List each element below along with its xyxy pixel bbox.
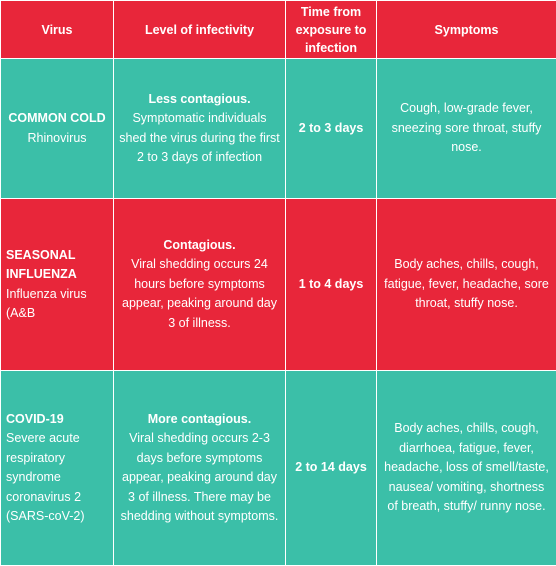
time-cell: 2 to 3 days <box>286 59 377 199</box>
virus-title: COVID-19 <box>6 410 108 430</box>
infectivity-cell: More contagious.Viral shedding occurs 2-… <box>114 371 286 566</box>
header-row: Virus Level of infectivity Time from exp… <box>1 1 556 59</box>
infectivity-text: Symptomatic individuals shed the virus d… <box>119 111 280 164</box>
header-cell: Symptoms <box>377 1 556 59</box>
header-cell: Level of infectivity <box>114 1 286 59</box>
virus-text: Influenza virus (A&B <box>6 287 87 321</box>
header-cell: Time from exposure to infection <box>286 1 377 59</box>
time-cell: 1 to 4 days <box>286 199 377 371</box>
row: COMMON COLD Rhinovirus Less contagious.Sy… <box>1 59 556 199</box>
infectivity-title: Less contagious. <box>119 90 280 110</box>
infectivity-title: More contagious. <box>119 410 280 430</box>
virus-text: Severe acute respiratory syndrome corona… <box>6 431 85 523</box>
symptoms-cell: Body aches, chills, cough, fatigue, feve… <box>377 199 556 371</box>
infectivity-text: Viral shedding occurs 24 hours before sy… <box>122 257 277 330</box>
header-cell: Virus <box>1 1 114 59</box>
infectivity-cell: Contagious.Viral shedding occurs 24 hour… <box>114 199 286 371</box>
virus-cell: COMMON COLD Rhinovirus <box>1 59 114 199</box>
infectivity-text: Viral shedding occurs 2-3 days before sy… <box>121 431 279 523</box>
virus-title: COMMON COLD <box>6 109 108 129</box>
symptoms-cell: Body aches, chills, cough, diarrhoea, fa… <box>377 371 556 566</box>
time-cell: 2 to 14 days <box>286 371 377 566</box>
virus-title: SEASONAL INFLUENZA <box>6 246 108 285</box>
infectivity-cell: Less contagious.Symptomatic individuals … <box>114 59 286 199</box>
infectivity-title: Contagious. <box>119 236 280 256</box>
symptoms-cell: Cough, low-grade fever, sneezing sore th… <box>377 59 556 199</box>
virus-text: Rhinovirus <box>27 131 86 145</box>
